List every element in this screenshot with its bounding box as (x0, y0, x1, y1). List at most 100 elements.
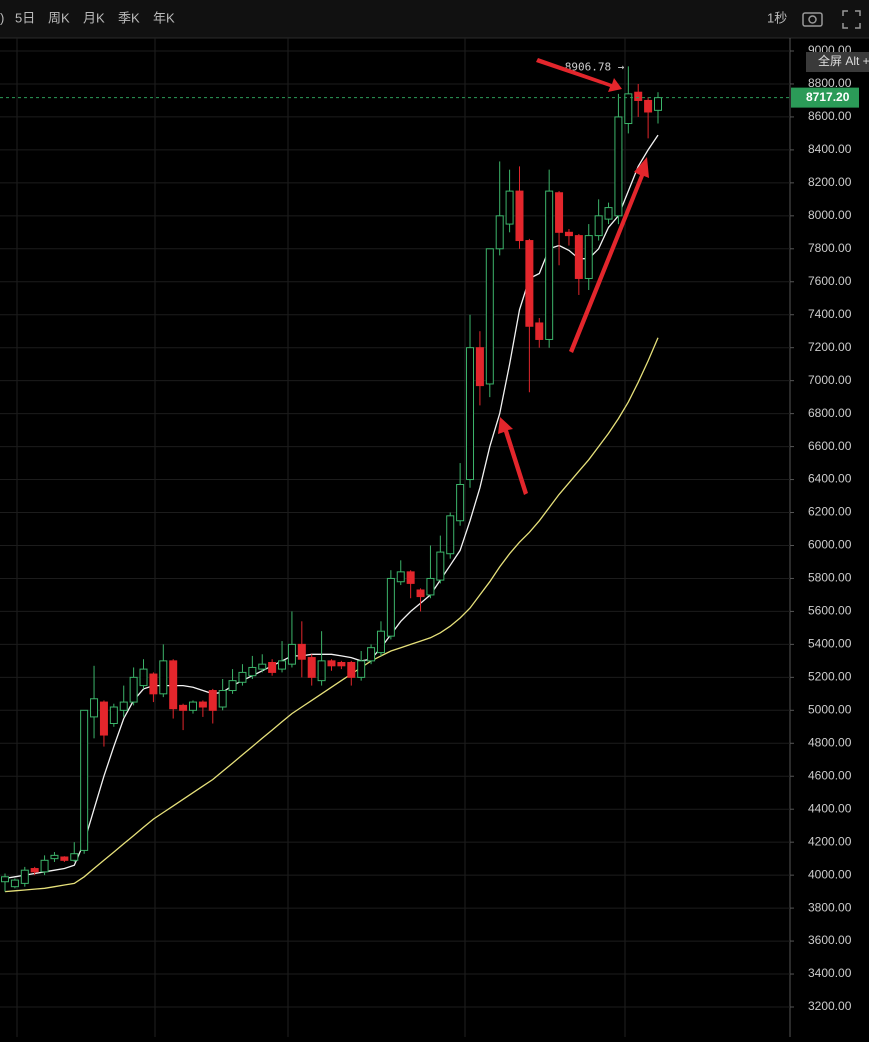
candle-body (495, 215, 504, 250)
candle-body (594, 215, 603, 237)
candle-body (179, 704, 188, 711)
candle-body (228, 680, 237, 692)
y-tick-label: 3600.00 (808, 933, 852, 947)
y-tick-label: 8200.00 (808, 175, 852, 189)
candle-body (446, 515, 455, 555)
y-tick-label: 3400.00 (808, 966, 852, 980)
fullscreen-corners[interactable] (842, 10, 861, 29)
candle-body (139, 668, 148, 687)
toolbar-item[interactable]: ) (0, 10, 4, 25)
candle-body (406, 571, 415, 584)
candle-body (376, 630, 385, 654)
candle-body (515, 190, 524, 242)
candle-body (426, 577, 435, 596)
candle-body (70, 853, 79, 861)
last-price-label: 8717.20 (806, 90, 850, 104)
y-tick-label: 7000.00 (808, 373, 852, 387)
candle-body (466, 347, 475, 481)
y-tick-label: 6000.00 (808, 538, 852, 552)
y-tick-label: 5400.00 (808, 637, 852, 651)
candle-body (386, 577, 395, 637)
y-tick-label: 8600.00 (808, 109, 852, 123)
arrows (498, 58, 649, 495)
candle-body (574, 235, 583, 279)
interval[interactable]: 1秒 (767, 10, 787, 25)
candle-body (307, 657, 316, 678)
arrow (498, 417, 528, 495)
candle-body (159, 660, 168, 695)
candle-body (396, 571, 405, 583)
y-tick-label: 7400.00 (808, 307, 852, 321)
candle-body (129, 676, 138, 703)
candle-body (10, 879, 19, 888)
candle-body (119, 701, 128, 711)
y-tick-label: 6400.00 (808, 472, 852, 486)
candle-body (198, 701, 207, 708)
candle-body (535, 322, 544, 340)
toolbar-item[interactable]: 周K (48, 10, 70, 25)
toolbar-item[interactable]: 年K (153, 10, 175, 25)
camera-lens[interactable] (808, 15, 817, 24)
y-tick-label: 4200.00 (808, 834, 852, 848)
last-price-box (791, 87, 859, 108)
candle-body (614, 116, 623, 217)
toolbar-item[interactable]: 季K (118, 10, 140, 25)
candle-body (238, 671, 247, 683)
camera-icon[interactable] (802, 12, 823, 27)
candle-body (456, 483, 465, 522)
toolbar-item[interactable]: 月K (83, 10, 105, 25)
arrow (536, 58, 622, 92)
candle-body (149, 673, 158, 695)
candle-body (1, 876, 9, 883)
y-tick-label: 3800.00 (808, 900, 852, 914)
y-tick-label: 4800.00 (808, 735, 852, 749)
candle-body (60, 856, 69, 861)
candle-body (268, 662, 277, 673)
y-tick-label: 8400.00 (808, 142, 852, 156)
y-tick-label: 8000.00 (808, 208, 852, 222)
candle-body (584, 235, 593, 279)
candle-body (218, 690, 227, 708)
y-tick-label: 6600.00 (808, 439, 852, 453)
y-tick-label: 6800.00 (808, 406, 852, 420)
candle-body (30, 868, 39, 873)
y-tick-label: 8800.00 (808, 76, 852, 90)
y-tick-label: 4400.00 (808, 801, 852, 815)
candle-body (654, 97, 662, 111)
candle-body (545, 190, 554, 340)
candle-body (278, 660, 287, 670)
toolbar (0, 0, 869, 38)
fullscreen-icon[interactable] (842, 10, 861, 29)
y-tick-label: 7800.00 (808, 241, 852, 255)
y-tick-label: 7200.00 (808, 340, 852, 354)
candle-body (80, 709, 89, 851)
vertical-grid (16, 38, 626, 1037)
candle-body (485, 248, 494, 385)
candle-body (327, 660, 336, 667)
candle-body (50, 854, 59, 860)
y-tick-label: 6200.00 (808, 505, 852, 519)
y-tick-label: 4600.00 (808, 768, 852, 782)
candle-body (634, 91, 643, 101)
y-tick-label: 5000.00 (808, 702, 852, 716)
candle-body (317, 660, 326, 682)
candle-body (475, 347, 484, 387)
tooltip-box (806, 52, 869, 72)
y-tick-label: 5800.00 (808, 571, 852, 585)
candle-body (347, 662, 356, 678)
candle-body (367, 647, 376, 662)
candle-body (436, 551, 445, 581)
candle-body (604, 207, 613, 220)
candle-body (258, 663, 267, 670)
candle-body (416, 589, 425, 598)
candle-body (188, 701, 197, 711)
candle-body (99, 701, 108, 736)
candle-body (297, 643, 306, 660)
arrow (569, 157, 649, 353)
toolbar-item[interactable]: 5日 (15, 10, 35, 25)
candle-body (208, 690, 217, 711)
camera-body[interactable] (802, 12, 823, 27)
candle-body (564, 231, 573, 237)
